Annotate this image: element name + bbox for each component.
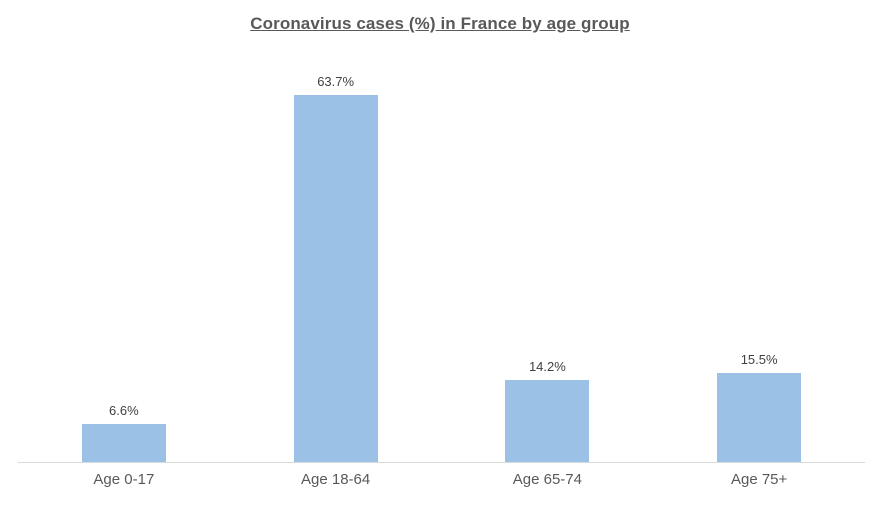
x-axis-category-labels: Age 0-17 Age 18-64 Age 65-74 Age 75+ — [18, 471, 865, 488]
category-slot-age-0-17: 6.6% — [18, 59, 230, 462]
x-axis-line — [18, 462, 865, 463]
data-label-age-75: 15.5% — [740, 351, 778, 367]
data-label-age-65-74: 14.2% — [528, 359, 566, 375]
category-label-age-0-17: Age 0-17 — [93, 471, 155, 488]
plot-area: 6.6% 63.7% 14.2% 15.5% — [18, 59, 865, 462]
category-label-age-65-74: Age 65-74 — [512, 471, 582, 488]
chart-title: Coronavirus cases (%) in France by age g… — [250, 14, 630, 33]
bar-age-18-64 — [293, 95, 378, 462]
data-label-age-0-17: 6.6% — [109, 403, 139, 419]
bar-age-75 — [717, 372, 802, 462]
category-label-age-75: Age 75+ — [730, 471, 788, 488]
bar-age-65-74 — [505, 380, 590, 462]
category-slot-age-18-64: 63.7% — [230, 59, 442, 462]
category-slot-age-65-74: 14.2% — [442, 59, 654, 462]
bar-age-0-17 — [81, 424, 166, 462]
data-label-age-18-64: 63.7% — [317, 74, 355, 90]
category-slot-age-75: 15.5% — [653, 59, 865, 462]
category-label-age-18-64: Age 18-64 — [301, 471, 371, 488]
